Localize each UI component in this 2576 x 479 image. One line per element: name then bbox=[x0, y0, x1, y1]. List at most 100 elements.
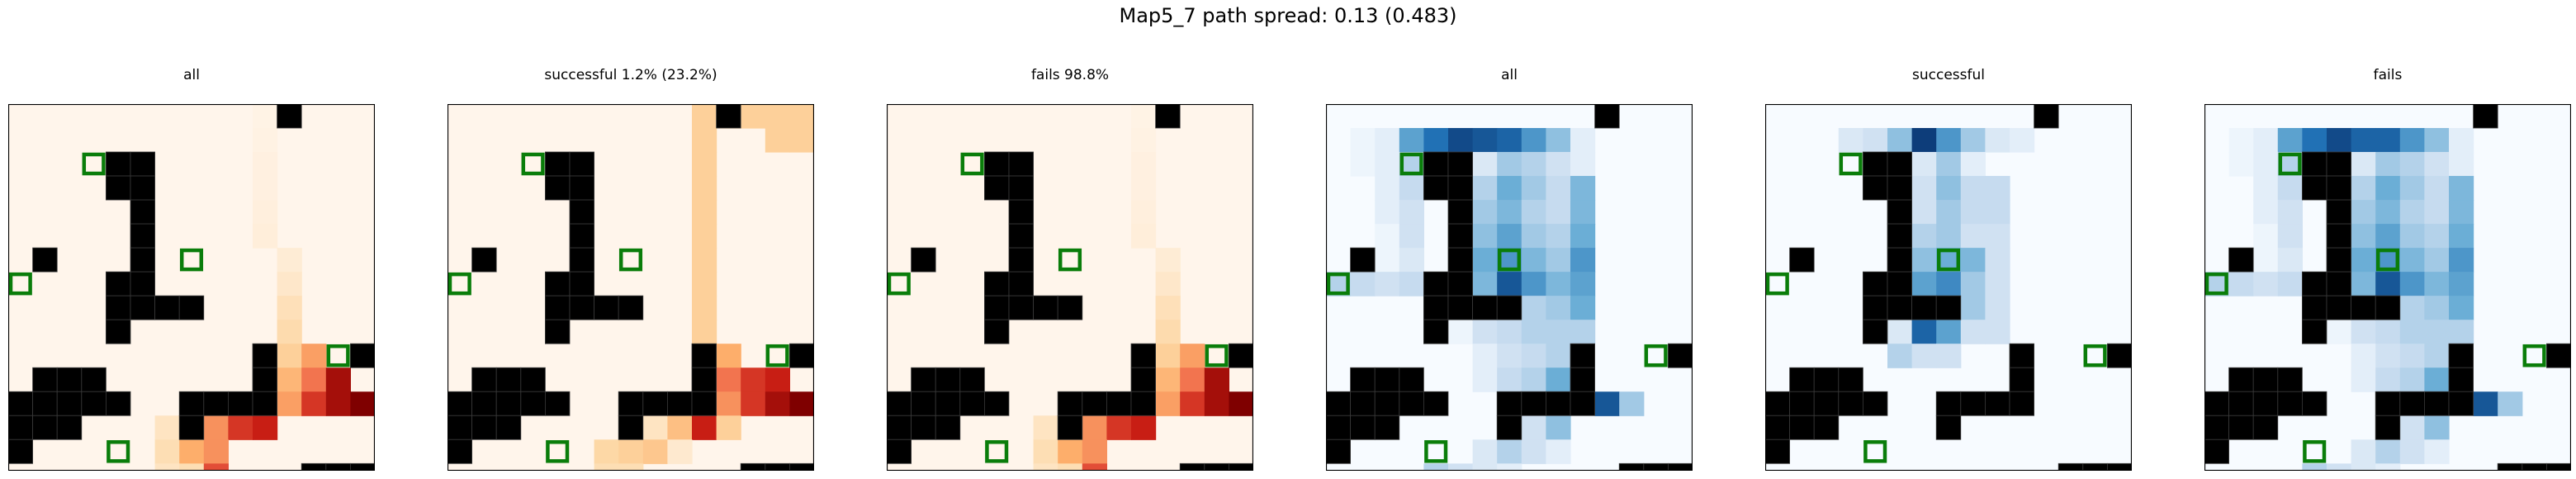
heat-cell bbox=[594, 463, 619, 471]
heat-cell bbox=[277, 248, 302, 273]
obstacle-cell bbox=[2034, 104, 2059, 129]
obstacle-cell bbox=[935, 415, 961, 440]
heat-cell bbox=[2351, 128, 2376, 153]
heat-cell bbox=[154, 463, 180, 471]
goal-marker bbox=[765, 344, 789, 368]
obstacle-cell bbox=[2228, 415, 2254, 440]
obstacle-cell bbox=[2351, 295, 2376, 320]
obstacle-cell bbox=[2228, 391, 2254, 416]
obstacle-cell bbox=[106, 319, 131, 344]
panel-3-title: fails 98.8% bbox=[1030, 67, 1110, 83]
panel-4-title: all bbox=[1501, 67, 1518, 83]
obstacle-cell bbox=[2473, 104, 2498, 129]
goal-marker bbox=[1765, 272, 1789, 296]
goal-marker bbox=[618, 248, 643, 272]
heat-cell bbox=[2253, 152, 2279, 177]
obstacle-cell bbox=[788, 343, 814, 368]
heat-cell bbox=[179, 439, 205, 464]
goal-marker bbox=[1497, 248, 1522, 272]
obstacle-cell bbox=[1618, 462, 1645, 471]
heat-cell bbox=[2253, 200, 2279, 225]
goal-marker bbox=[107, 440, 130, 463]
obstacle-cell bbox=[1057, 391, 1083, 416]
heat-cell bbox=[1423, 128, 1449, 153]
obstacle-cell bbox=[1033, 295, 1058, 320]
heat-cell bbox=[2424, 248, 2450, 273]
heatmap-3 bbox=[887, 104, 1253, 471]
heat-cell bbox=[1180, 344, 1205, 368]
heat-cell bbox=[1350, 272, 1376, 296]
obstacle-cell bbox=[1496, 391, 1522, 416]
obstacle-cell bbox=[130, 175, 156, 201]
axes-frame bbox=[1765, 104, 2132, 471]
obstacle-cell bbox=[984, 391, 1010, 416]
obstacle-cell bbox=[447, 439, 473, 464]
heat-cell bbox=[1546, 128, 1571, 153]
obstacle-cell bbox=[1887, 151, 1913, 177]
obstacle-cell bbox=[1423, 391, 1449, 416]
obstacle-cell bbox=[447, 391, 473, 416]
obstacle-cell bbox=[130, 295, 156, 320]
obstacle-cell bbox=[1350, 415, 1376, 440]
heat-cell bbox=[2228, 152, 2254, 177]
obstacle-cell bbox=[8, 391, 34, 416]
heat-cell bbox=[2399, 272, 2425, 296]
obstacle-cell bbox=[325, 462, 351, 471]
heat-cell bbox=[1497, 128, 1522, 153]
obstacle-cell bbox=[2326, 199, 2352, 225]
obstacle-cell bbox=[106, 391, 131, 416]
obstacle-cell bbox=[32, 415, 58, 440]
obstacle-cell bbox=[2302, 391, 2327, 416]
heat-cell bbox=[1936, 272, 1962, 296]
heat-cell bbox=[692, 128, 717, 153]
heat-cell bbox=[692, 320, 717, 344]
heat-cell bbox=[253, 224, 278, 249]
heat-cell bbox=[277, 391, 302, 416]
heat-cell bbox=[1131, 415, 1157, 440]
heat-cell bbox=[2424, 320, 2450, 344]
heat-cell bbox=[1911, 128, 1937, 153]
obstacle-cell bbox=[495, 367, 522, 392]
obstacle-cell bbox=[1008, 247, 1035, 273]
heat-cell bbox=[692, 104, 717, 129]
heat-cell bbox=[1570, 128, 1596, 153]
heatmap-5 bbox=[1765, 104, 2132, 471]
heat-cell bbox=[2449, 296, 2474, 320]
obstacle-cell bbox=[1399, 367, 1424, 392]
heat-cell bbox=[277, 368, 302, 392]
heat-cell bbox=[2424, 224, 2450, 249]
heat-cell bbox=[2277, 128, 2303, 153]
heatmap-panel-1 bbox=[8, 104, 375, 471]
heat-cell bbox=[1033, 439, 1058, 464]
obstacle-cell bbox=[1838, 391, 1863, 416]
heat-cell bbox=[1521, 415, 1546, 440]
obstacle-cell bbox=[1887, 199, 1913, 225]
heat-cell bbox=[1155, 248, 1181, 273]
heat-cell bbox=[1472, 368, 1498, 392]
heat-cell bbox=[1960, 296, 1986, 320]
heat-cell bbox=[692, 176, 717, 201]
heat-cell bbox=[2449, 128, 2474, 153]
obstacle-cell bbox=[1106, 391, 1132, 416]
obstacle-cell bbox=[2277, 391, 2303, 416]
obstacle-cell bbox=[1789, 367, 1815, 392]
obstacle-cell bbox=[8, 415, 34, 440]
heat-cell bbox=[1985, 296, 2010, 320]
obstacle-cell bbox=[2326, 271, 2352, 296]
heat-cell bbox=[2327, 463, 2352, 471]
heat-cell bbox=[642, 439, 668, 464]
heat-cell bbox=[1375, 152, 1400, 177]
obstacle-cell bbox=[1008, 271, 1035, 296]
obstacle-cell bbox=[2448, 343, 2474, 368]
panel-6-title: fails bbox=[2373, 67, 2403, 83]
obstacle-cell bbox=[691, 391, 717, 416]
obstacle-cell bbox=[2204, 415, 2230, 440]
heat-cell bbox=[692, 415, 717, 440]
heat-cell bbox=[2228, 128, 2254, 153]
heat-cell bbox=[2399, 128, 2425, 153]
heat-cell bbox=[1936, 224, 1962, 249]
obstacle-cell bbox=[569, 271, 595, 296]
obstacle-cell bbox=[2252, 367, 2279, 392]
obstacle-cell bbox=[1447, 247, 1474, 273]
heat-cell bbox=[1521, 344, 1546, 368]
